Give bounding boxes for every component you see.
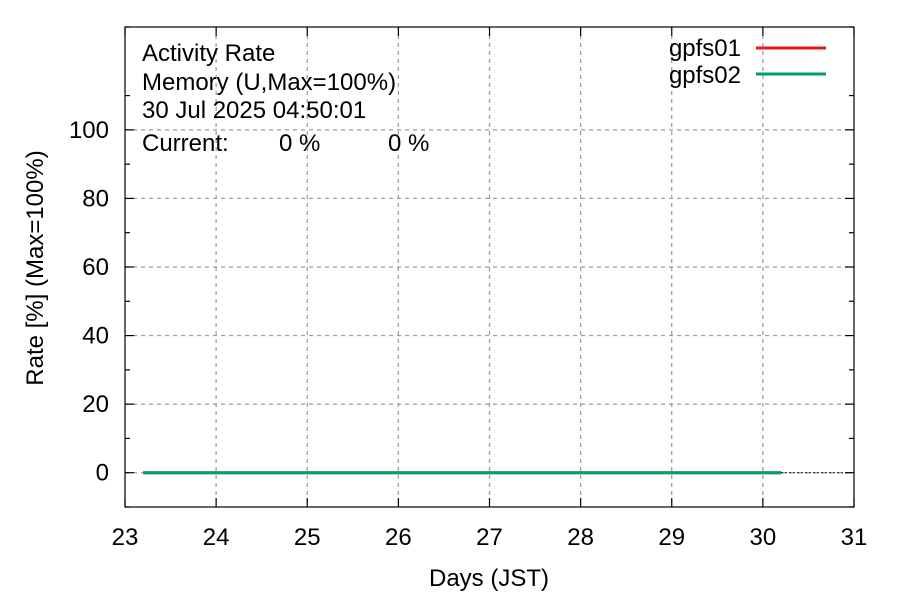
x-tick-label: 30 <box>750 524 777 551</box>
x-tick-label: 29 <box>658 524 685 551</box>
current-value-gpfs02: 0 % <box>388 130 429 157</box>
x-tick-label: 23 <box>112 524 139 551</box>
legend-label-gpfs01: gpfs01 <box>669 35 741 62</box>
axis-ticks <box>124 26 855 508</box>
current-value-gpfs01: 0 % <box>279 130 320 157</box>
x-tick-label: 26 <box>385 524 412 551</box>
x-axis-label: Days (JST) <box>429 565 549 592</box>
x-tick-label: 28 <box>567 524 594 551</box>
chart-subtitle: Memory (U,Max=100%) <box>142 69 396 96</box>
y-axis-label: Rate [%] (Max=100%) <box>22 150 49 385</box>
x-tick-labels: 23 24 25 26 27 28 29 30 31 <box>112 524 868 551</box>
y-tick-label: 60 <box>82 254 109 281</box>
x-tick-label: 25 <box>294 524 321 551</box>
y-tick-labels: 0 20 40 60 80 100 <box>69 117 109 487</box>
y-tick-label: 20 <box>82 391 109 418</box>
plot-frame <box>124 26 855 508</box>
legend: gpfs01 gpfs02 <box>669 35 826 89</box>
current-label: Current: <box>142 130 229 157</box>
x-tick-label: 27 <box>476 524 503 551</box>
grid-lines <box>125 27 854 507</box>
y-tick-label: 80 <box>82 185 109 212</box>
x-tick-label: 31 <box>841 524 868 551</box>
legend-label-gpfs02: gpfs02 <box>669 62 741 89</box>
chart-title: Activity Rate <box>142 40 275 67</box>
y-tick-label: 100 <box>69 117 109 144</box>
x-tick-label: 24 <box>203 524 230 551</box>
chart-timestamp: 30 Jul 2025 04:50:01 <box>142 97 366 124</box>
y-tick-label: 40 <box>82 323 109 350</box>
y-tick-label: 0 <box>96 460 109 487</box>
